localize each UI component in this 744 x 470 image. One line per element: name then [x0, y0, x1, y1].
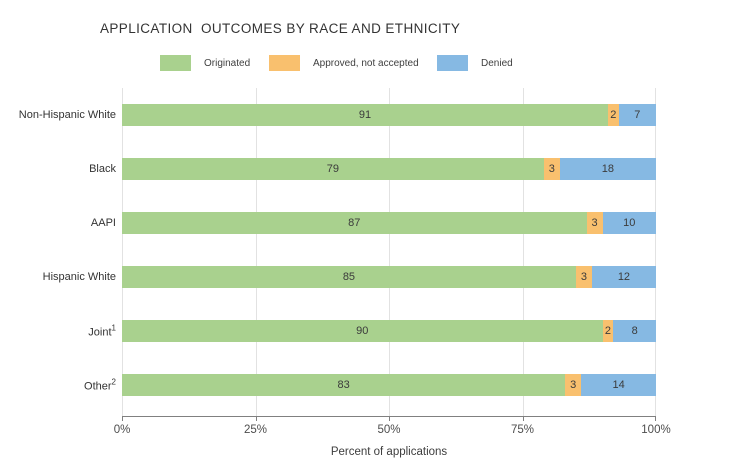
gridline-50pct: [389, 88, 390, 416]
segment-approved-not-accepted: 3: [575, 266, 592, 288]
legend-swatch-denied: [437, 55, 468, 71]
segment-approved-not-accepted: 3: [565, 374, 582, 396]
segment-denied: 10: [602, 212, 656, 234]
segment-approved-not-accepted: 3: [543, 158, 560, 180]
x-tick-mark-0: [122, 416, 123, 421]
gridline-0pct: [122, 88, 123, 416]
category-label-other: Other2: [84, 377, 116, 393]
bar-row-other: Other2 83 3 14: [84, 374, 656, 396]
segment-value-label: 8: [631, 325, 638, 337]
legend-label-approved-not-accepted: Approved, not accepted: [313, 57, 419, 69]
legend-swatch-originated: [160, 55, 191, 71]
segment-value-label: 14: [612, 379, 625, 391]
segment-originated: 87: [122, 212, 587, 234]
segment-approved-not-accepted: 2: [607, 104, 619, 126]
bar-row-non-hispanic-white: Non-Hispanic White 91 2 7: [19, 104, 656, 126]
bar-row-black: Black 79 3 18: [89, 158, 656, 180]
segment-value-label: 90: [356, 325, 369, 337]
segment-originated: 91: [122, 104, 608, 126]
segment-value-label: 83: [337, 379, 350, 391]
plot-area: Non-Hispanic White 91 2 7 Black 79 3 18 AAPI 87 3 1…: [19, 88, 656, 421]
legend-item-originated: Originated: [160, 54, 250, 72]
category-label-joint: Joint1: [88, 323, 116, 339]
segment-originated: 85: [122, 266, 576, 288]
x-tick-mark-50: [389, 416, 390, 421]
x-tick-mark-75: [522, 416, 524, 421]
chart-title: APPLICATION OUTCOMES BY RACE AND ETHNICI…: [100, 21, 461, 36]
category-label-aapi: AAPI: [90, 217, 116, 229]
legend-item-approved-not-accepted: Approved, not accepted: [269, 54, 419, 72]
x-axis-title: Percent of applications: [330, 446, 448, 458]
x-tick-mark-25: [255, 416, 257, 421]
segment-value-label: 3: [570, 379, 577, 391]
x-axis-tick-labels: 0% 25% 50% 75% 100%: [114, 424, 671, 438]
segment-value-label: 3: [591, 217, 598, 229]
segment-value-label: 12: [617, 271, 631, 283]
legend-item-denied: Denied: [437, 54, 513, 72]
segment-value-label: 87: [348, 217, 361, 229]
legend: Originated Approved, not accepted Denied: [0, 54, 744, 72]
segment-denied: 8: [613, 320, 656, 342]
segment-value-label: 7: [634, 109, 641, 121]
legend-label-denied: Denied: [481, 57, 513, 69]
gridline-25pct: [255, 88, 257, 416]
segment-denied: 14: [581, 374, 656, 396]
x-tick-label-100: 100%: [641, 424, 671, 436]
legend-swatch-approved-not-accepted: [269, 55, 300, 71]
category-label-hispanic-white: Hispanic White: [42, 271, 116, 283]
segment-denied: 7: [618, 104, 656, 126]
segment-value-label: 3: [580, 271, 587, 283]
x-tick-label-50: 50%: [377, 424, 401, 436]
segment-originated: 90: [122, 320, 603, 342]
category-label-non-hispanic-white: Non-Hispanic White: [18, 109, 116, 121]
segment-value-label: 2: [610, 109, 617, 121]
segment-value-label: 18: [601, 163, 615, 175]
segment-originated: 79: [122, 158, 544, 180]
segment-value-label: 85: [342, 271, 356, 283]
legend-label-originated: Originated: [204, 57, 251, 69]
gridline-100pct: [655, 88, 656, 416]
segment-approved-not-accepted: 2: [602, 320, 614, 342]
segment-value-label: 79: [326, 163, 340, 175]
x-tick-label-25: 25%: [243, 424, 268, 436]
segment-denied: 18: [559, 158, 656, 180]
segment-denied: 12: [591, 266, 656, 288]
segment-value-label: 2: [604, 325, 611, 337]
segment-approved-not-accepted: 3: [586, 212, 603, 234]
segment-originated: 83: [122, 374, 566, 396]
segment-value-label: 3: [548, 163, 555, 175]
x-tick-mark-100: [655, 416, 656, 421]
x-tick-label-75: 75%: [510, 424, 535, 436]
segment-value-label: 10: [623, 217, 636, 229]
bar-row-joint: Joint1 90 2 8: [88, 320, 656, 342]
x-tick-label-0: 0%: [113, 424, 131, 436]
category-label-black: Black: [89, 163, 116, 175]
bar-row-hispanic-white: Hispanic White 85 3 12: [43, 266, 656, 288]
bar-row-aapi: AAPI 87 3 10: [91, 212, 656, 234]
segment-value-label: 91: [358, 109, 372, 121]
gridline-75pct: [522, 88, 524, 416]
